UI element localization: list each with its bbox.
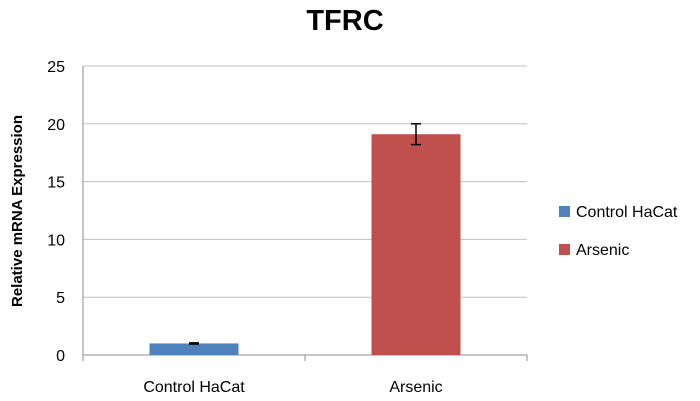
bar [371, 134, 461, 355]
y-axis-label: Relative mRNA Expression [9, 115, 26, 307]
y-tick-label: 25 [47, 59, 65, 76]
x-tick-label: Arsenic [389, 379, 442, 396]
y-tick-label: 0 [56, 348, 65, 365]
bar [149, 343, 239, 355]
legend-label: Control HaCat [576, 204, 678, 221]
legend-label: Arsenic [576, 242, 629, 259]
chart-title: TFRC [306, 5, 383, 37]
y-tick-label: 10 [47, 232, 65, 249]
legend-swatch [559, 244, 570, 255]
x-tick-label: Control HaCat [143, 379, 245, 396]
y-tick-label: 5 [56, 290, 65, 307]
legend-swatch [559, 206, 570, 217]
y-tick-label: 20 [47, 117, 65, 134]
y-tick-label: 15 [47, 175, 65, 192]
